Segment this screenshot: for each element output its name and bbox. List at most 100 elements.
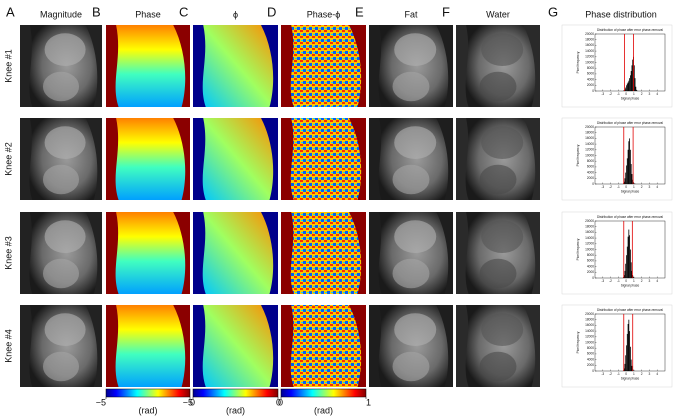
- bone: [44, 126, 86, 159]
- chart-title: Distribution of phase after error phase-…: [597, 215, 663, 219]
- histogram-bar: [629, 138, 630, 184]
- row-label: Knee #4: [3, 329, 13, 363]
- histogram-bar: [626, 333, 628, 371]
- y-tick-label: 8000: [587, 66, 594, 70]
- y-tick-label: 0: [592, 369, 594, 373]
- y-tick-label: 10000: [585, 60, 594, 64]
- bone: [44, 220, 86, 254]
- colorbar-tick-label: −5: [96, 397, 106, 407]
- x-tick-label: -1: [617, 92, 620, 96]
- y-tick-label: 10000: [585, 153, 594, 157]
- y-tick-label: 18000: [585, 38, 594, 42]
- panel-title: Magnitude: [40, 9, 82, 19]
- chart-background: [561, 117, 673, 201]
- knee-image: [202, 25, 274, 107]
- knee-image: [202, 118, 274, 200]
- y-tick-label: 4000: [587, 170, 594, 174]
- chart-title: Distribution of phase after error phase-…: [597, 28, 663, 32]
- histogram-bar: [628, 229, 630, 278]
- x-tick-label: 4: [656, 279, 658, 283]
- panel-letter: F: [442, 4, 450, 19]
- x-tick-label: 0: [625, 185, 627, 189]
- x-tick-label: 3: [649, 185, 651, 189]
- histogram-bar: [631, 174, 633, 184]
- y-tick-label: 12000: [585, 55, 594, 59]
- histogram-bar: [626, 83, 628, 91]
- x-tick-label: 1: [633, 372, 635, 376]
- colorbar: [280, 388, 367, 398]
- x-tick-label: 0: [625, 279, 627, 283]
- knee-image: [202, 305, 274, 387]
- y-tick-label: 2000: [587, 363, 594, 367]
- x-tick-label: 1: [633, 185, 635, 189]
- panel-title: ϕ: [233, 9, 238, 19]
- y-tick-label: 2000: [587, 176, 594, 180]
- chart-background: [561, 211, 673, 295]
- bone: [479, 351, 517, 382]
- y-tick-label: 10000: [585, 247, 594, 251]
- panel-title: Phase-ϕ: [307, 9, 341, 19]
- colorbar-label: (rad): [138, 405, 157, 415]
- bone: [44, 313, 86, 346]
- histogram-bar: [624, 270, 626, 278]
- x-tick-label: 2: [641, 279, 643, 283]
- panel-title: Fat: [404, 9, 418, 19]
- histogram-bar: [626, 158, 628, 184]
- bone: [392, 351, 430, 382]
- histogram-bar: [631, 65, 633, 91]
- histogram-bar: [627, 149, 629, 184]
- histogram-bar: [624, 363, 626, 371]
- histogram-bar: [633, 65, 635, 91]
- y-tick-label: 0: [592, 89, 594, 93]
- x-tick-label: -2: [609, 92, 612, 96]
- x-tick-label: -3: [601, 185, 604, 189]
- y-tick-label: 2000: [587, 83, 594, 87]
- colorbar: [105, 388, 191, 398]
- chart-title: Distribution of phase after error phase-…: [597, 121, 663, 125]
- knee-image: [290, 118, 362, 200]
- colorbar: [192, 388, 279, 398]
- histogram-bar: [625, 87, 627, 91]
- panel-letter: C: [179, 4, 188, 19]
- panel-letter: D: [267, 4, 276, 19]
- histogram-bar: [635, 86, 637, 91]
- histogram-bar: [629, 235, 630, 278]
- histogram-bar: [633, 276, 634, 278]
- x-tick-label: 0: [625, 92, 627, 96]
- bone: [42, 71, 80, 102]
- y-tick-label: 16000: [585, 43, 594, 47]
- bone: [479, 258, 517, 289]
- y-tick-label: 12000: [585, 148, 594, 152]
- y-tick-label: 16000: [585, 230, 594, 234]
- y-axis-label: Pixel frequency: [576, 144, 580, 166]
- histogram-bar: [625, 355, 627, 371]
- x-tick-label: 3: [649, 92, 651, 96]
- knee-image: [115, 118, 186, 200]
- y-tick-label: 10000: [585, 340, 594, 344]
- panel-letter: G: [548, 4, 558, 19]
- y-tick-label: 4000: [587, 357, 594, 361]
- y-tick-label: 2000: [587, 270, 594, 274]
- x-tick-label: -2: [609, 185, 612, 189]
- bone: [479, 71, 517, 102]
- bone: [394, 220, 437, 254]
- colorbar-tick-label: 0: [278, 397, 283, 407]
- y-tick-label: 6000: [587, 352, 594, 356]
- y-tick-label: 18000: [585, 318, 594, 322]
- colorbar-tick-label: 1: [366, 397, 371, 407]
- histogram-bar: [628, 141, 630, 184]
- y-tick-label: 0: [592, 276, 594, 280]
- x-axis-label: Signal phase: [621, 189, 640, 193]
- y-tick-label: 0: [592, 182, 594, 186]
- bone: [479, 164, 517, 195]
- row-label: Knee #1: [3, 49, 13, 83]
- y-tick-label: 18000: [585, 131, 594, 135]
- x-tick-label: 4: [656, 92, 658, 96]
- y-axis-label: Pixel frequency: [576, 331, 580, 353]
- x-tick-label: 3: [649, 279, 651, 283]
- x-axis-label: Signal phase: [621, 96, 640, 100]
- bone: [481, 33, 524, 66]
- histogram-bar: [626, 246, 628, 278]
- histogram-bar: [628, 319, 630, 371]
